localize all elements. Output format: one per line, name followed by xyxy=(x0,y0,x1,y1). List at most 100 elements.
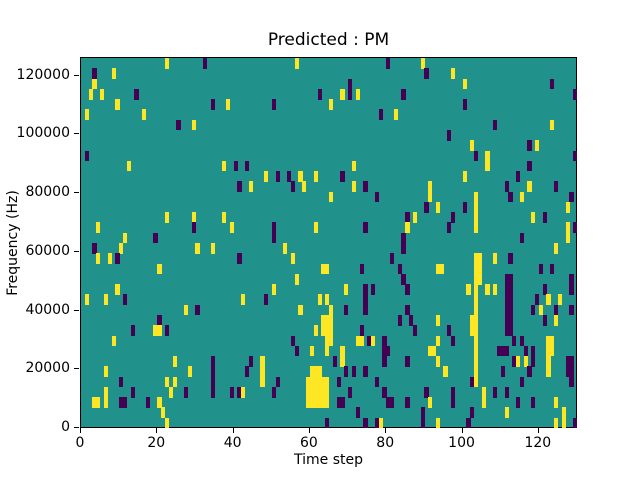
heatmap-cell xyxy=(443,366,448,377)
heatmap-cell xyxy=(325,314,330,326)
heatmap-cell xyxy=(523,345,528,357)
heatmap-cell xyxy=(428,191,433,203)
heatmap-cell xyxy=(309,397,315,408)
heatmap-cell xyxy=(508,304,513,316)
heatmap-cell xyxy=(531,304,536,316)
heatmap-cell xyxy=(260,356,265,367)
heatmap-cell xyxy=(569,366,574,377)
heatmap-cell xyxy=(554,304,559,316)
heatmap-cell xyxy=(298,304,303,316)
heatmap-cell xyxy=(504,304,509,316)
heatmap-cell xyxy=(473,263,479,275)
heatmap-cell xyxy=(508,294,513,306)
heatmap-cell xyxy=(382,356,387,367)
heatmap-cell xyxy=(344,304,349,316)
heatmap-cell xyxy=(500,345,505,357)
heatmap-cell xyxy=(111,335,116,347)
heatmap-cell xyxy=(432,345,437,357)
heatmap-cell xyxy=(325,263,330,275)
heatmap-cell xyxy=(386,58,391,69)
heatmap-cell xyxy=(473,376,479,388)
heatmap-cell xyxy=(535,140,540,151)
heatmap-cell xyxy=(527,140,532,151)
heatmap-cell xyxy=(451,68,456,79)
heatmap-cell xyxy=(538,304,544,316)
heatmap-cell xyxy=(329,304,334,316)
heatmap-cell xyxy=(485,284,490,295)
heatmap-cell xyxy=(355,407,360,419)
heatmap-cell xyxy=(554,397,559,408)
heatmap-cell xyxy=(336,376,341,388)
heatmap-cell xyxy=(401,243,406,254)
heatmap-cell xyxy=(321,386,326,398)
heatmap-cell xyxy=(313,222,318,234)
heatmap-cell xyxy=(191,119,196,131)
heatmap-cell xyxy=(550,263,555,275)
heatmap-cell xyxy=(554,181,559,192)
heatmap-cell xyxy=(573,88,578,100)
y-tick-label: 0 xyxy=(61,419,70,435)
y-tick-label: 80000 xyxy=(25,184,70,201)
heatmap-cell xyxy=(294,58,299,69)
heatmap-cell xyxy=(157,397,162,408)
heatmap-cell xyxy=(172,356,177,367)
heatmap-cell xyxy=(428,345,433,357)
heatmap-cell xyxy=(451,386,456,398)
heatmap-cell xyxy=(397,314,402,326)
heatmap-cell xyxy=(84,150,90,162)
heatmap-cell xyxy=(519,376,524,388)
x-tick-label: 100 xyxy=(448,435,475,451)
heatmap-cell xyxy=(176,119,181,131)
heatmap-cell xyxy=(210,376,215,388)
heatmap-cell xyxy=(473,253,479,264)
heatmap-cell xyxy=(321,376,326,388)
heatmap-cell xyxy=(164,212,170,223)
heatmap-cell xyxy=(130,325,135,336)
heatmap-cell xyxy=(508,253,513,264)
heatmap-cell xyxy=(386,345,391,357)
heatmap-cell xyxy=(473,304,479,316)
heatmap-cell xyxy=(508,191,513,203)
heatmap-cell xyxy=(569,284,574,295)
heatmap-cell xyxy=(470,407,475,419)
heatmap-cell xyxy=(554,314,559,326)
x-tick-label: 0 xyxy=(75,435,85,451)
heatmap-cell xyxy=(473,284,479,295)
heatmap-cell xyxy=(569,356,574,367)
heatmap-cell xyxy=(184,386,189,398)
heatmap-cell xyxy=(237,253,242,264)
heatmap-cell xyxy=(546,335,551,347)
heatmap-cell xyxy=(317,397,322,408)
heatmap-cell xyxy=(428,397,433,408)
heatmap-cell xyxy=(439,263,444,275)
heatmap-cell xyxy=(351,181,357,192)
heatmap-cell xyxy=(519,232,524,244)
heatmap-cell xyxy=(420,417,425,429)
heatmap-cell xyxy=(157,263,162,275)
heatmap-cell xyxy=(329,314,334,326)
heatmap-cell xyxy=(294,273,299,285)
heatmap-cell xyxy=(145,397,151,408)
heatmap-cell xyxy=(420,407,425,419)
heatmap-cell xyxy=(386,397,391,408)
heatmap-cell xyxy=(515,397,521,408)
y-tick-label: 120000 xyxy=(16,66,70,83)
heatmap-cell xyxy=(340,345,345,357)
heatmap-cell xyxy=(309,386,315,398)
heatmap-cell xyxy=(481,397,486,408)
heatmap-cell xyxy=(290,181,296,192)
heatmap-cell xyxy=(115,253,120,264)
heatmap-cell xyxy=(504,294,509,306)
heatmap-cell xyxy=(477,263,482,275)
heatmap-cell xyxy=(157,325,162,336)
heatmap-plot xyxy=(80,57,578,429)
heatmap-cell xyxy=(409,314,414,326)
heatmap-cell xyxy=(348,88,353,100)
heatmap-cell xyxy=(111,68,116,79)
heatmap-cell xyxy=(294,345,299,357)
heatmap-cell xyxy=(210,356,215,367)
heatmap-cell xyxy=(565,232,570,244)
heatmap-cell xyxy=(317,386,322,398)
heatmap-cell xyxy=(306,376,311,388)
heatmap-cell xyxy=(412,212,418,223)
